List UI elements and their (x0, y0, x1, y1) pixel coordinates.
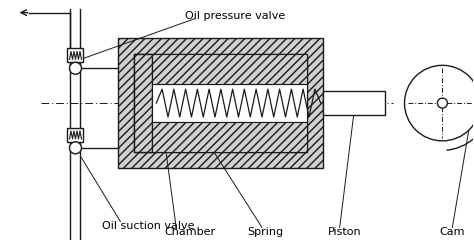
Bar (152, 54, 307, 84)
Bar (134, 54, 152, 152)
Text: Oil pressure valve: Oil pressure valve (185, 11, 285, 21)
Bar (323, 91, 384, 115)
Bar (152, 84, 307, 122)
Bar (67, 48, 83, 62)
Bar (134, 54, 307, 152)
Circle shape (438, 98, 447, 108)
Circle shape (70, 142, 82, 154)
Circle shape (404, 65, 474, 141)
Text: Oil suction valve: Oil suction valve (102, 221, 194, 231)
Text: Piston: Piston (328, 227, 362, 237)
Circle shape (70, 62, 82, 74)
Bar (67, 128, 83, 142)
Text: Chamber: Chamber (164, 227, 216, 237)
Text: Cam: Cam (439, 227, 465, 237)
Bar (118, 39, 323, 168)
Text: Spring: Spring (247, 227, 283, 237)
Bar (152, 122, 307, 152)
